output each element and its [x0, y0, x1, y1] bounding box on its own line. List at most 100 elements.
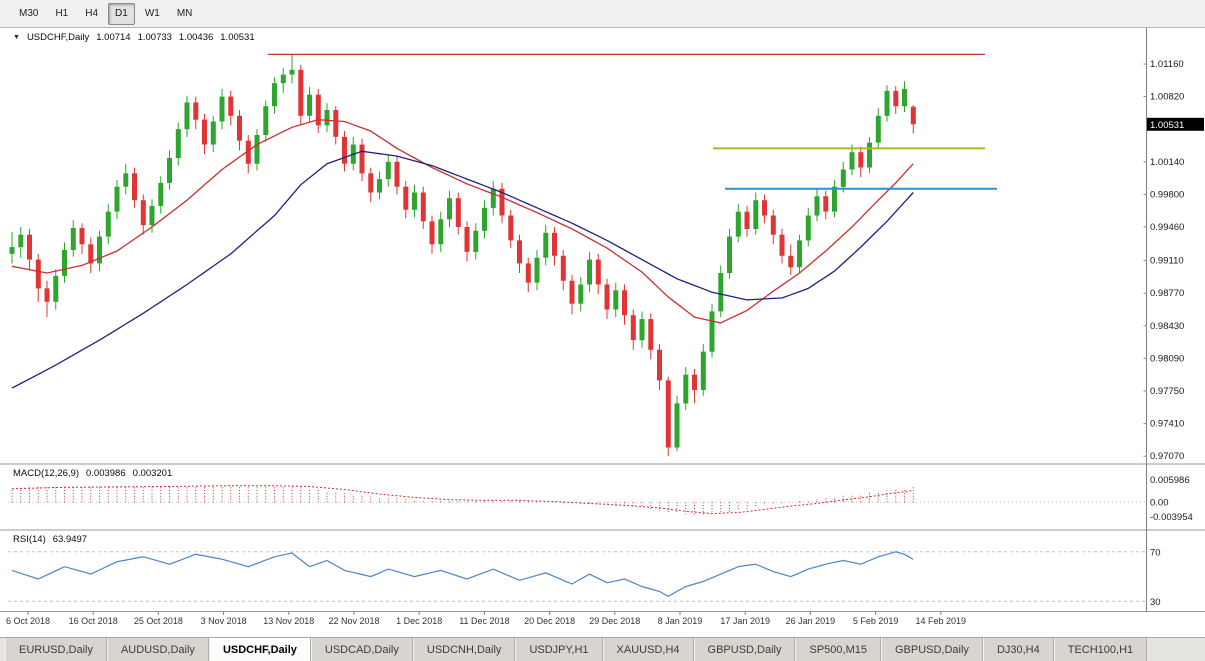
ohlc-low: 1.00436: [178, 32, 214, 43]
time-axis: 6 Oct 2018 16 Oct 2018 25 Oct 2018 3 Nov 20…: [6, 611, 966, 626]
candle-body: [342, 136, 347, 164]
candle-body: [202, 119, 207, 145]
chart-tab-7-gbpusd[interactable]: GBPUSD,Daily: [693, 638, 796, 661]
ma-fast-line: [11, 118, 914, 324]
candle-body: [429, 221, 435, 245]
ohlc-open: 1.00714: [96, 32, 131, 43]
price-axis-label: 0.98770: [1150, 288, 1184, 299]
candle-body: [333, 110, 339, 137]
chart-tab-5-usdjpy[interactable]: USDJPY,H1: [515, 638, 603, 661]
candle-body: [858, 152, 864, 168]
chart-title: ▼ USDCHF,Daily 1.00714 1.00733 1.00436 1…: [13, 32, 255, 43]
time-axis-label: 20 Dec 2018: [524, 616, 575, 626]
price-axis-label: 1.00820: [1150, 92, 1184, 103]
candle-body: [665, 380, 671, 448]
current-price-badge: [1147, 117, 1204, 131]
candle-body: [27, 234, 32, 260]
tab-label: DJ30,H4: [996, 643, 1040, 656]
candle-body: [62, 250, 67, 276]
chart-tab-3-usdcad[interactable]: USDCAD,Daily: [310, 638, 413, 661]
candle-body: [604, 284, 610, 310]
candle-body: [114, 186, 120, 212]
rsi-value: 63.9497: [52, 534, 88, 545]
candle-body: [508, 215, 514, 241]
candle-body: [455, 198, 461, 227]
chart-tab-9-gbpusd[interactable]: GBPUSD,Daily: [880, 638, 983, 661]
price-axis-label: 1.01160: [1150, 59, 1184, 70]
candle-body: [70, 228, 76, 251]
candle-body: [578, 284, 584, 304]
candle-body: [779, 234, 785, 256]
chart-tab-1-audusd[interactable]: AUDUSD,Daily: [106, 638, 209, 661]
chart-canvas[interactable]: 1.01160 1.00820 1.00140 0.99800 0.99460 0.991…: [0, 28, 1205, 637]
time-axis-label: 8 Jan 2019: [658, 616, 703, 626]
price-axis-label: 0.99110: [1150, 256, 1184, 267]
macd-axis-label: -0.003954: [1150, 512, 1193, 523]
time-axis-label: 25 Oct 2018: [134, 616, 183, 626]
rsi-indicator-label: RSI(14) 63.9497: [13, 534, 87, 545]
candle-body: [613, 290, 619, 310]
chart-region[interactable]: 1.01160 1.00820 1.00140 0.99800 0.99460 0.991…: [0, 28, 1205, 637]
price-axis-label: 0.97070: [1150, 451, 1184, 462]
candle-body: [167, 158, 172, 183]
candle-body: [324, 110, 330, 126]
time-axis-label: 5 Feb 2019: [853, 616, 899, 626]
tab-label: GBPUSD,Daily: [707, 643, 782, 656]
price-axis-label: 0.97410: [1150, 419, 1184, 430]
candle-body: [412, 192, 417, 210]
chart-tab-0-eurusd[interactable]: EURUSD,Daily: [5, 638, 107, 661]
candle-body: [595, 259, 601, 285]
macd-indicator-label: MACD(12,26,9) 0.003986 0.003201: [13, 468, 172, 479]
candlestick-series: [9, 54, 916, 457]
timeframe-button-h1[interactable]: H1: [55, 8, 69, 19]
symbol-name: USDCHF,Daily: [26, 32, 90, 43]
candle-body: [569, 280, 575, 304]
candle-body: [639, 319, 645, 341]
candle-body: [359, 144, 365, 174]
timeframe-button-d1[interactable]: D1: [108, 2, 135, 25]
candle-body: [193, 102, 199, 120]
candle-body: [464, 227, 470, 252]
chart-tab-2-usdchf[interactable]: USDCHF,Daily: [208, 638, 311, 661]
tab-label: TECH100,H1: [1067, 643, 1134, 656]
chart-tab-10-dj30[interactable]: DJ30,H4: [982, 638, 1054, 661]
chart-tab-bar: EURUSD,Daily AUDUSD,Daily USDCHF,Daily USDC…: [0, 637, 1205, 661]
time-axis-label: 1 Dec 2018: [396, 616, 442, 626]
candle-body: [788, 255, 794, 268]
candle-body: [79, 228, 85, 245]
price-axis-label: 0.99800: [1150, 189, 1184, 200]
candle-body: [709, 311, 715, 352]
tab-label: AUDUSD,Daily: [120, 643, 195, 656]
current-price-badge-text: 1.00531: [1150, 120, 1184, 131]
chart-tab-11-tech100[interactable]: TECH100,H1: [1053, 638, 1148, 661]
candle-body: [158, 182, 164, 206]
symbol-dropdown-icon[interactable]: ▼: [13, 34, 20, 41]
candle-body: [902, 88, 907, 107]
time-axis-label: 16 Oct 2018: [69, 616, 118, 626]
tab-label: XAUUSD,H4: [616, 643, 680, 656]
timeframe-button-h4[interactable]: H4: [85, 8, 99, 19]
candle-body: [219, 96, 225, 122]
candle-body: [377, 179, 382, 193]
candle-body: [272, 83, 277, 107]
chart-tab-6-xauusd[interactable]: XAUUSD,H4: [602, 638, 694, 661]
candle-body: [674, 403, 680, 448]
timeframe-button-m30[interactable]: M30: [19, 8, 39, 19]
candle-body: [840, 169, 846, 187]
chart-tab-8-sp500[interactable]: SP500,M15: [795, 638, 881, 661]
chart-tab-4-usdcnh[interactable]: USDCNH,Daily: [412, 638, 516, 661]
candle-body: [884, 90, 890, 116]
tab-label: GBPUSD,Daily: [894, 643, 969, 656]
candle-body: [280, 74, 286, 84]
timeframe-button-w1[interactable]: W1: [144, 8, 160, 19]
timeframe-button-mn[interactable]: MN: [176, 8, 193, 19]
candle-body: [525, 263, 531, 283]
candle-body: [657, 349, 662, 381]
candle-body: [385, 161, 391, 180]
candle-body: [823, 196, 829, 212]
time-axis-label: 17 Jan 2019: [720, 616, 770, 626]
candle-body: [394, 161, 400, 187]
candle-body: [447, 198, 452, 220]
candle-body: [490, 188, 496, 208]
